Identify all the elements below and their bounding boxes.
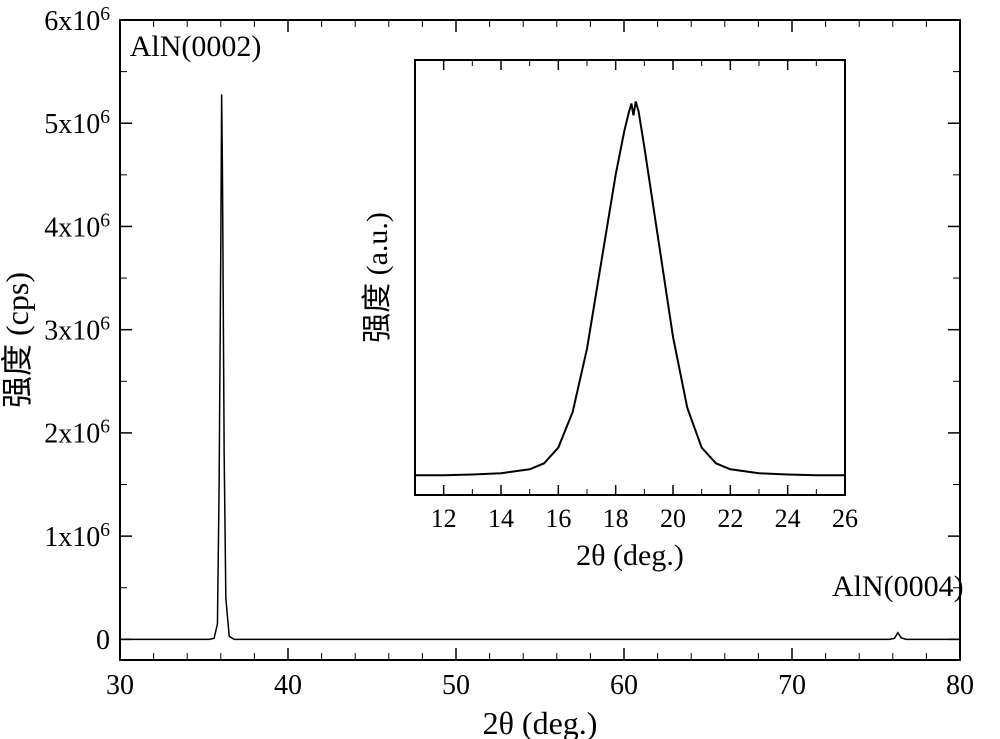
x-tick-label: 40 [274, 670, 302, 701]
y-tick-label: 0 [96, 625, 110, 656]
peak-annotation: AlN(0002) [130, 30, 262, 63]
x-tick-label: 80 [946, 670, 974, 701]
inset-x-axis-label: 2θ (deg.) [576, 539, 684, 572]
peak-annotation: AlN(0004) [832, 570, 964, 603]
inset-x-tick-label: 22 [717, 504, 743, 533]
inset-y-axis-label: 强度 (a.u.) [361, 212, 394, 343]
x-tick-label: 70 [778, 670, 806, 701]
inset-x-tick-label: 26 [832, 504, 858, 533]
x-axis-label: 2θ (deg.) [483, 705, 598, 739]
x-tick-label: 30 [106, 670, 134, 701]
inset-x-tick-label: 20 [660, 504, 686, 533]
x-tick-label: 60 [610, 670, 638, 701]
x-tick-label: 50 [442, 670, 470, 701]
inset-x-tick-label: 18 [603, 504, 629, 533]
inset-x-tick-label: 24 [775, 504, 801, 533]
inset-x-tick-label: 12 [431, 504, 457, 533]
y-axis-label: 强度 (cps) [0, 272, 35, 408]
inset-x-tick-label: 14 [488, 504, 514, 533]
xrd-figure: 30405060708001x1062x1063x1064x1065x1066x… [0, 0, 1000, 739]
inset-x-tick-label: 16 [545, 504, 571, 533]
